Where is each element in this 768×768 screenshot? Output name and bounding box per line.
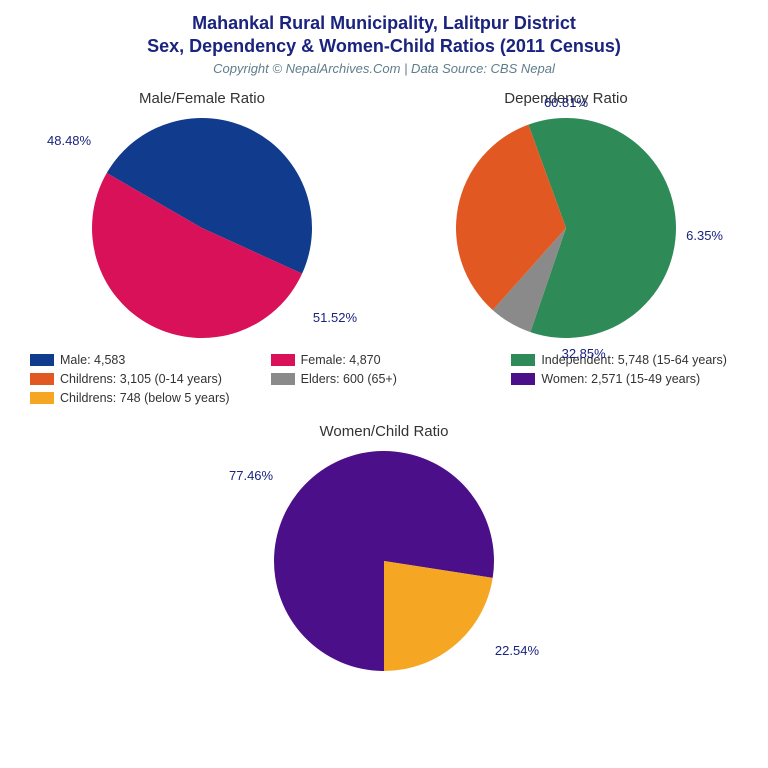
subtitle: Copyright © NepalArchives.Com | Data Sou… xyxy=(0,61,768,76)
title-line-1: Mahankal Rural Municipality, Lalitpur Di… xyxy=(0,12,768,35)
legend-item: Male: 4,583 xyxy=(30,353,257,367)
sex-ratio-svg xyxy=(87,113,317,343)
legend-swatch xyxy=(271,354,295,366)
legend-text: Male: 4,583 xyxy=(60,353,125,367)
legend-text: Women: 2,571 (15-49 years) xyxy=(541,372,700,386)
pie-slice xyxy=(384,561,493,671)
pie-percent-label: 32.85% xyxy=(562,346,606,361)
dependency-pie: 60.81%6.35%32.85% xyxy=(451,113,681,343)
dependency-svg xyxy=(451,113,681,343)
legend-grid: Male: 4,583 Female: 4,870 Independent: 5,7… xyxy=(30,353,738,405)
legend-item: Childrens: 748 (below 5 years) xyxy=(30,391,257,405)
legend-item: Women: 2,571 (15-49 years) xyxy=(511,372,738,386)
title-block: Mahankal Rural Municipality, Lalitpur Di… xyxy=(0,0,768,76)
pie-percent-label: 51.52% xyxy=(313,310,357,325)
women-child-pie: 77.46%22.54% xyxy=(269,446,499,676)
top-charts-row: Male/Female Ratio 48.48%51.52% Dependenc… xyxy=(0,90,768,343)
pie-percent-label: 6.35% xyxy=(686,228,723,243)
legend-text: Childrens: 3,105 (0-14 years) xyxy=(60,372,222,386)
legend-item: Female: 4,870 xyxy=(271,353,498,367)
legend-swatch xyxy=(30,392,54,404)
legend-item: Independent: 5,748 (15-64 years) xyxy=(511,353,738,367)
title-line-2: Sex, Dependency & Women-Child Ratios (20… xyxy=(0,35,768,58)
pie-percent-label: 77.46% xyxy=(229,468,273,483)
legend-text: Childrens: 748 (below 5 years) xyxy=(60,391,230,405)
legend-item: Elders: 600 (65+) xyxy=(271,372,498,386)
legend-swatch xyxy=(30,354,54,366)
legend-swatch xyxy=(511,373,535,385)
pie-percent-label: 60.81% xyxy=(544,95,588,110)
pie-percent-label: 48.48% xyxy=(47,133,91,148)
legend-swatch xyxy=(511,354,535,366)
legend-text: Elders: 600 (65+) xyxy=(301,372,397,386)
legend-text: Female: 4,870 xyxy=(301,353,381,367)
women-child-svg xyxy=(269,446,499,676)
legend-item: Childrens: 3,105 (0-14 years) xyxy=(30,372,257,386)
women-child-title: Women/Child Ratio xyxy=(0,423,768,440)
legend-swatch xyxy=(30,373,54,385)
pie-percent-label: 22.54% xyxy=(495,643,539,658)
sex-ratio-pie: 48.48%51.52% xyxy=(87,113,317,343)
legend-swatch xyxy=(271,373,295,385)
women-child-chart: Women/Child Ratio 77.46%22.54% xyxy=(0,423,768,676)
sex-ratio-chart: Male/Female Ratio 48.48%51.52% xyxy=(32,90,372,343)
dependency-chart: Dependency Ratio 60.81%6.35%32.85% xyxy=(396,90,736,343)
legend: Male: 4,583 Female: 4,870 Independent: 5,7… xyxy=(0,353,768,405)
sex-ratio-title: Male/Female Ratio xyxy=(32,90,372,107)
